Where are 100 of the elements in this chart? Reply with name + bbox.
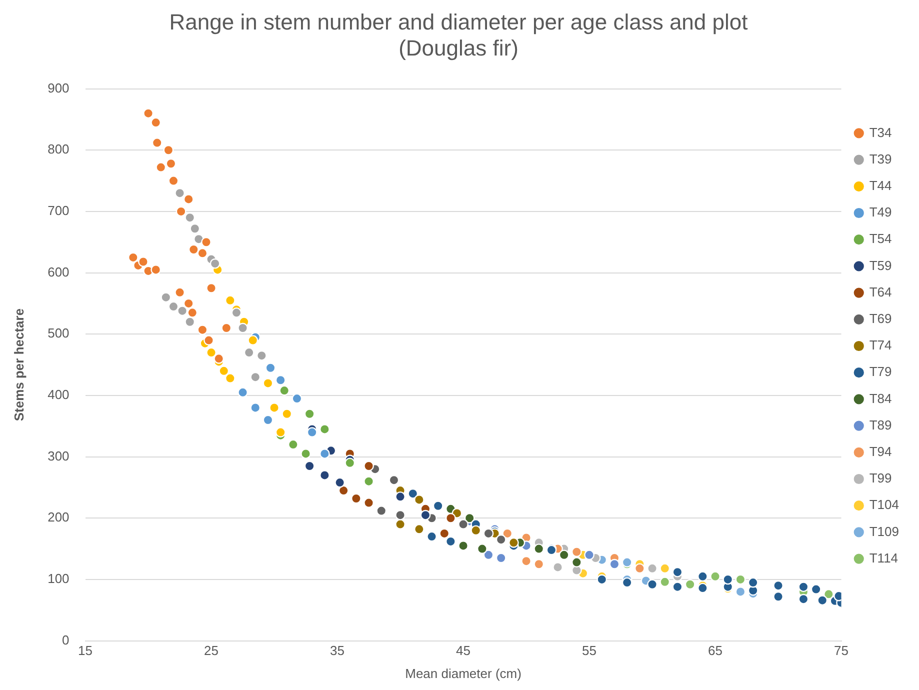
point: [502, 528, 513, 539]
point: [364, 498, 374, 508]
point: [508, 537, 519, 548]
point: [275, 374, 286, 386]
legend-label: T99: [869, 470, 892, 486]
point: [445, 512, 456, 524]
point: [810, 584, 822, 594]
point: [388, 474, 400, 486]
y-tick-label: 600: [48, 264, 70, 280]
point: [292, 393, 302, 404]
point: [177, 306, 188, 316]
point: [710, 571, 720, 582]
x-axis-title: Mean diameter (cm): [405, 666, 522, 681]
point: [622, 577, 632, 588]
legend-label: T109: [869, 524, 900, 539]
point: [304, 460, 315, 472]
point: [445, 536, 456, 547]
point: [197, 248, 208, 258]
point: [334, 477, 346, 488]
point: [150, 264, 162, 275]
point: [748, 577, 758, 588]
legend-label: T69: [869, 310, 892, 326]
legend-label: T84: [869, 390, 892, 406]
point: [735, 574, 746, 585]
point: [660, 576, 670, 588]
y-tick-label: 300: [48, 448, 70, 464]
point: [250, 372, 261, 382]
point: [176, 206, 186, 217]
point: [697, 582, 708, 594]
point: [558, 550, 570, 560]
point: [552, 562, 563, 572]
point: [183, 194, 194, 204]
legend-label: T79: [869, 364, 892, 380]
point: [722, 574, 734, 585]
point: [166, 158, 176, 169]
point: [156, 162, 166, 173]
chart-title: Range in stem number and diameter per age class and plot (Douglas fir): [169, 9, 748, 61]
y-tick-label: 800: [48, 142, 70, 157]
legend-label: T49: [869, 204, 892, 220]
point: [432, 500, 444, 512]
point: [300, 448, 311, 459]
point: [262, 378, 274, 388]
y-axis-title: Stems per hectare: [11, 308, 26, 422]
y-tick-label: 900: [48, 80, 70, 96]
point: [210, 258, 220, 269]
y-tick-label: 400: [48, 387, 70, 402]
point: [250, 402, 261, 413]
point: [672, 566, 683, 578]
point: [798, 582, 809, 592]
point: [395, 491, 406, 502]
point: [256, 350, 267, 361]
point: [214, 353, 224, 364]
x-tick-label: 35: [330, 643, 345, 658]
point: [231, 307, 242, 318]
x-tick-label: 75: [834, 643, 849, 658]
point: [201, 236, 212, 248]
point: [735, 586, 746, 597]
point: [408, 488, 418, 499]
point: [420, 510, 431, 520]
point: [306, 427, 318, 438]
point: [344, 458, 356, 468]
point: [152, 138, 162, 148]
point: [244, 347, 254, 358]
point: [596, 574, 608, 585]
x-tick-label: 65: [708, 643, 723, 658]
point: [521, 556, 532, 566]
point: [439, 528, 450, 539]
point: [275, 427, 286, 438]
legend-label: T94: [869, 444, 892, 459]
point: [426, 531, 437, 542]
point: [269, 402, 280, 413]
point: [660, 563, 670, 574]
x-tick-label: 45: [456, 643, 471, 658]
point: [338, 485, 349, 496]
point: [174, 287, 185, 298]
point: [414, 494, 424, 505]
legend-label: T39: [869, 151, 892, 166]
point: [248, 335, 258, 346]
point: [183, 298, 194, 309]
legend-label: T44: [869, 178, 892, 193]
point: [319, 470, 330, 480]
point: [279, 385, 290, 396]
point: [647, 579, 658, 590]
point: [634, 563, 645, 574]
legend-label: T64: [869, 284, 892, 300]
point: [224, 373, 236, 384]
x-tick-label: 15: [78, 643, 93, 658]
legend-label: T74: [869, 338, 892, 353]
point: [697, 571, 708, 582]
point: [188, 244, 199, 255]
point: [319, 448, 330, 459]
point: [817, 595, 828, 606]
point: [143, 108, 154, 119]
point: [304, 408, 315, 420]
point: [364, 460, 374, 472]
point: [238, 322, 248, 334]
point: [187, 307, 198, 318]
legend-label: T59: [869, 258, 892, 273]
x-tick-label: 55: [582, 643, 597, 658]
point: [609, 558, 620, 570]
